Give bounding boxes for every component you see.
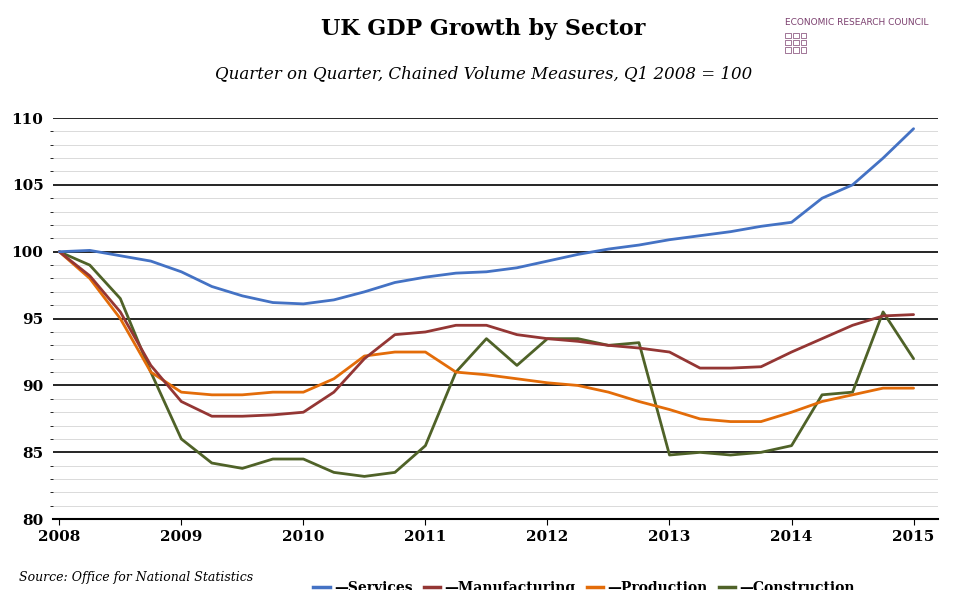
Text: Quarter on Quarter, Chained Volume Measures, Q1 2008 = 100: Quarter on Quarter, Chained Volume Measu…: [215, 65, 752, 82]
Text: UK GDP Growth by Sector: UK GDP Growth by Sector: [321, 18, 646, 40]
Legend: —Services, —Manufacturing, —Production, —Construction: —Services, —Manufacturing, —Production, …: [308, 575, 861, 590]
Text: ECONOMIC RESEARCH COUNCIL: ECONOMIC RESEARCH COUNCIL: [785, 18, 928, 27]
Text: Source: Office for National Statistics: Source: Office for National Statistics: [19, 571, 253, 584]
